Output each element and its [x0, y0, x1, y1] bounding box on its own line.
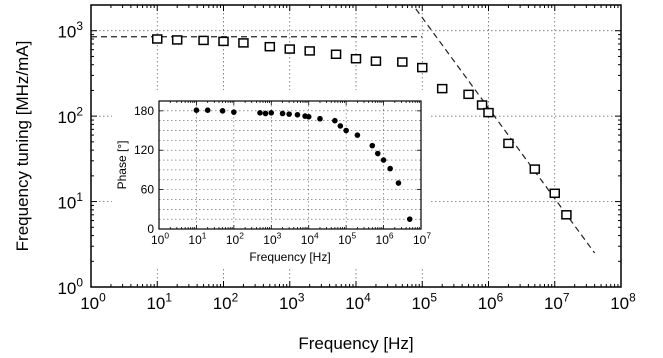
main-x-tick-label: 108: [610, 290, 636, 313]
main-y-tick-label: 102: [57, 104, 83, 127]
inset-data-point: [286, 111, 292, 117]
main-data-point: [198, 35, 209, 46]
inset-x-tick-label: 102: [226, 231, 244, 247]
inset-data-point: [305, 113, 312, 120]
inset-x-tick-label: 104: [301, 231, 319, 247]
inset-data-point: [294, 111, 301, 118]
main-x-tick-label: 102: [213, 290, 239, 313]
main-y-tick-label: 101: [57, 190, 83, 213]
inset-y-tick-label: 180: [134, 104, 154, 118]
main-x-tick-label: 105: [411, 290, 437, 313]
inset-y-tick-labels: 0 60 120 180: [134, 104, 154, 236]
inset-data-point: [406, 216, 413, 222]
inset-data-point: [204, 107, 211, 113]
inset-x-tick-labels: 100 101 102 103 104 105 106 107: [151, 231, 431, 247]
main-data-point: [561, 210, 572, 220]
main-data-point: [218, 36, 229, 47]
main-data-point: [397, 57, 408, 67]
inset-x-tick-label: 100: [151, 231, 169, 247]
inset-data-point: [231, 109, 237, 115]
main-data-point: [503, 138, 514, 149]
inset-data-point: [395, 180, 402, 186]
inset-data-point: [369, 142, 376, 149]
main-data-point: [304, 46, 315, 56]
main-data-point: [284, 44, 295, 54]
main-data-point: [476, 100, 488, 110]
inset-y-tick-label: 60: [141, 183, 155, 197]
main-data-point: [549, 188, 560, 199]
main-data-point: [463, 89, 474, 100]
inset-data-point: [262, 110, 269, 117]
main-data-point: [529, 164, 541, 174]
main-plot: 100 101 102 103 104 105 106 107 108 100 101 102 103…: [13, 4, 636, 353]
inset-ticks: [158, 101, 421, 230]
inset-y-tick-label: 120: [134, 143, 154, 157]
main-x-tick-label: 104: [345, 290, 371, 313]
main-data-point: [330, 49, 342, 60]
inset-grid: [159, 101, 421, 229]
main-data-point: [370, 56, 382, 66]
inset-plot-frame: [158, 100, 422, 230]
inset-data-point: [337, 123, 344, 129]
inset-y-tick-label: 0: [147, 222, 154, 236]
main-x-axis-title: Frequency [Hz]: [298, 334, 413, 353]
inset-data-point: [268, 110, 275, 116]
main-x-tick-labels: 100 101 102 103 104 105 106 107 108: [80, 290, 636, 313]
main-y-tick-label: 103: [57, 19, 83, 42]
inset-data-point: [380, 157, 387, 163]
main-data-point: [171, 35, 183, 45]
inset-data-point: [257, 110, 263, 116]
main-y-axis-title: Frequency tuning [MHz/mA]: [13, 41, 32, 252]
main-data-point: [264, 41, 276, 52]
inset-data-point: [317, 115, 323, 122]
main-data-point: [350, 53, 362, 64]
inset-data-point: [374, 150, 381, 157]
main-data-point: [483, 107, 494, 118]
inset-data-point: [387, 165, 393, 172]
main-data-point: [152, 34, 163, 44]
inset-data-point: [354, 132, 361, 138]
main-x-tick-label: 103: [279, 290, 305, 313]
inset-data-point: [279, 110, 286, 117]
main-data-point: [417, 62, 428, 73]
inset-x-axis-title: Frequency [Hz]: [249, 250, 330, 264]
main-data-point: [436, 83, 448, 94]
inset-data-point: [332, 117, 338, 124]
main-x-tick-label: 101: [146, 290, 172, 313]
inset-x-tick-label: 105: [338, 231, 356, 247]
main-x-tick-label: 100: [80, 290, 106, 313]
main-y-tick-label: 100: [57, 275, 83, 298]
inset-x-tick-label: 103: [263, 231, 281, 247]
inset-plot: 100 101 102 103 104 105 106 107 0 60 120 180 Frequ…: [112, 90, 431, 268]
inset-data-point: [193, 107, 200, 113]
main-data-points: [152, 34, 572, 220]
main-y-tick-labels: 100 101 102 103: [57, 19, 83, 298]
main-x-tick-label: 107: [544, 290, 570, 313]
inset-background: [112, 90, 430, 268]
inset-data-point: [343, 127, 349, 134]
main-ticks: [90, 4, 621, 288]
inset-data-point: [219, 108, 226, 114]
inset-y-axis-title: Phase [°]: [115, 141, 129, 190]
inset-x-tick-label: 106: [376, 231, 394, 247]
inset-data-points: [193, 107, 413, 222]
inset-x-tick-label: 107: [413, 231, 431, 247]
main-data-point: [238, 38, 249, 48]
inset-x-tick-label: 101: [188, 231, 206, 247]
main-x-tick-label: 106: [478, 290, 504, 313]
